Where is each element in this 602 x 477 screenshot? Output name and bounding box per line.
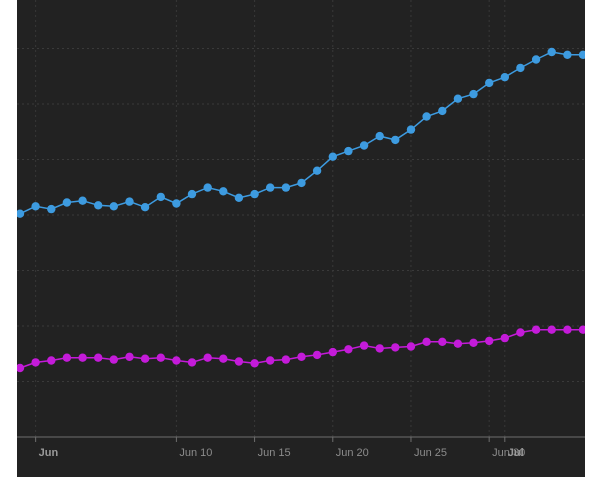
data-point[interactable] [547, 325, 556, 334]
data-point[interactable] [391, 343, 400, 352]
data-point[interactable] [547, 47, 556, 57]
data-point[interactable] [359, 341, 369, 350]
data-point[interactable] [219, 354, 228, 363]
data-point[interactable] [62, 198, 72, 207]
x-tick-label: Jun 10 [179, 447, 212, 459]
data-point[interactable] [344, 146, 353, 156]
data-point[interactable] [438, 106, 447, 116]
data-point[interactable] [281, 183, 291, 192]
series-1 [17, 47, 585, 218]
data-point[interactable] [516, 63, 525, 73]
data-point[interactable] [47, 356, 56, 365]
data-point[interactable] [17, 209, 25, 218]
series-2 [17, 325, 585, 373]
data-point[interactable] [531, 325, 541, 334]
data-point[interactable] [47, 204, 56, 214]
data-point[interactable] [578, 325, 585, 334]
x-tick-label: Jun 30 [492, 447, 525, 459]
data-point[interactable] [250, 189, 259, 199]
data-point[interactable] [312, 166, 322, 175]
data-point[interactable] [266, 356, 275, 365]
data-point[interactable] [422, 337, 431, 346]
x-tick-label: Jun 25 [414, 447, 447, 459]
x-tick-label: Jul [508, 447, 524, 459]
data-point[interactable] [375, 131, 384, 141]
data-point[interactable] [250, 359, 259, 368]
data-point[interactable] [375, 344, 384, 353]
data-point[interactable] [531, 55, 541, 64]
data-point[interactable] [94, 201, 103, 210]
data-point[interactable] [328, 152, 337, 161]
data-point[interactable] [78, 196, 87, 205]
chart-panel: Jun Jun 10 Jun 15 Jun 20 Jun 25 Jun 30 Jul [17, 0, 585, 477]
data-point[interactable] [62, 353, 72, 362]
data-point[interactable] [109, 202, 119, 211]
data-point[interactable] [219, 187, 228, 196]
data-point[interactable] [31, 358, 40, 367]
data-point[interactable] [516, 328, 525, 337]
data-point[interactable] [234, 193, 244, 202]
data-point[interactable] [140, 203, 150, 212]
data-point[interactable] [297, 352, 306, 361]
data-point[interactable] [78, 353, 87, 362]
data-point[interactable] [406, 342, 416, 351]
data-point[interactable] [297, 178, 306, 188]
x-tick-label: Jun 20 [336, 447, 369, 459]
data-point[interactable] [485, 78, 494, 88]
data-point[interactable] [125, 197, 134, 206]
data-point[interactable] [406, 125, 416, 134]
data-point[interactable] [328, 347, 337, 357]
data-point[interactable] [485, 336, 494, 346]
data-point[interactable] [359, 141, 369, 150]
data-point[interactable] [391, 135, 400, 145]
data-point[interactable] [469, 89, 478, 99]
data-point[interactable] [187, 358, 197, 367]
data-point[interactable] [140, 354, 150, 363]
x-tick-label: Jun [39, 447, 59, 459]
data-point[interactable] [312, 350, 322, 360]
data-point[interactable] [500, 333, 509, 343]
data-point[interactable] [234, 357, 244, 366]
data-point[interactable] [281, 355, 291, 364]
data-point[interactable] [94, 353, 103, 362]
x-tick-label: Jun 15 [258, 447, 291, 459]
data-point[interactable] [422, 112, 431, 121]
data-point[interactable] [172, 356, 181, 365]
data-point[interactable] [563, 325, 572, 334]
data-point[interactable] [438, 337, 447, 346]
data-point[interactable] [17, 363, 25, 373]
data-point[interactable] [469, 338, 478, 347]
data-point[interactable] [500, 73, 509, 82]
data-point[interactable] [172, 199, 181, 208]
series-line [19, 51, 583, 215]
data-point[interactable] [125, 352, 134, 361]
data-point[interactable] [203, 183, 212, 192]
data-point[interactable] [453, 94, 463, 103]
data-point[interactable] [31, 202, 40, 211]
data-point[interactable] [156, 192, 165, 202]
data-point[interactable] [109, 355, 119, 364]
data-point[interactable] [187, 189, 197, 199]
data-point[interactable] [344, 345, 353, 354]
series-line [19, 328, 583, 369]
data-point[interactable] [203, 353, 212, 362]
data-point[interactable] [156, 353, 165, 362]
grid [17, 0, 585, 437]
data-point[interactable] [453, 339, 463, 348]
series-layer [17, 47, 585, 373]
data-point[interactable] [563, 50, 572, 59]
data-point[interactable] [266, 183, 275, 192]
data-point[interactable] [578, 50, 585, 59]
